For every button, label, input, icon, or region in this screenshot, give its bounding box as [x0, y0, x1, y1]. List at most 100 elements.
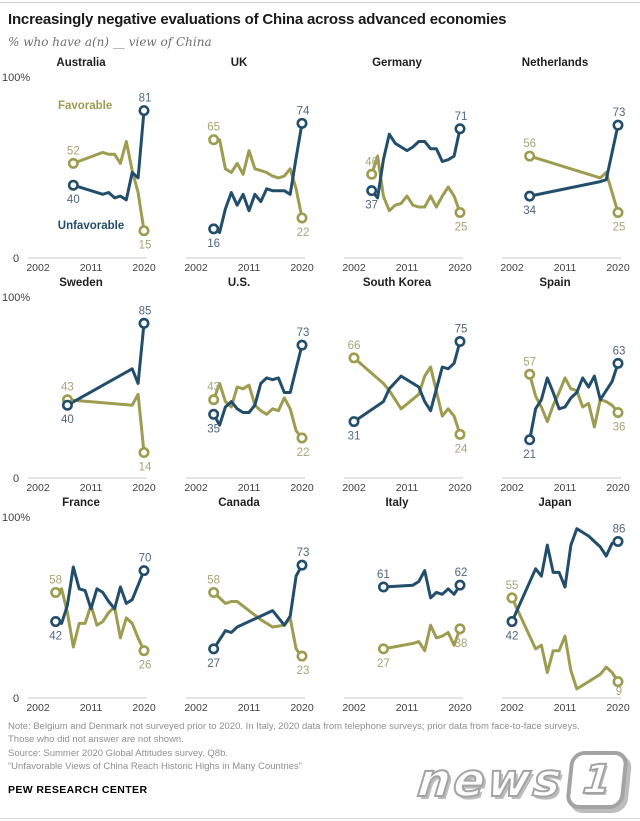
unfavorable-start-marker	[208, 408, 220, 420]
unfavorable-start-value-label: 37	[365, 200, 378, 212]
unfavorable-end-value-label: 73	[297, 327, 310, 339]
panel-country-title: France	[62, 497, 100, 509]
x-tick-label: 2020	[606, 702, 630, 714]
x-tick-label: 2011	[80, 702, 103, 714]
report-title-line: “Unfavorable Views of China Reach Histor…	[8, 760, 302, 772]
news1-badge-icon: 1	[564, 751, 630, 809]
favorable-start-marker	[524, 150, 536, 162]
y-axis-top-label: 100%	[2, 292, 30, 304]
panel-country-title: Germany	[372, 57, 422, 69]
panel-country-title: UK	[230, 57, 248, 69]
chart-footer: Note: Belgium and Denmark not surveyed p…	[0, 714, 640, 796]
bottom-divider	[0, 818, 640, 819]
top-divider	[0, 2, 640, 3]
favorable-start-marker	[366, 168, 378, 180]
unfavorable-start-marker	[61, 399, 73, 411]
favorable-line	[381, 623, 462, 653]
unfavorable-line	[381, 569, 462, 600]
panel-line-chart: 100% 0 2002 2011 2020 52 15 40 81 Favorable Unfavo…	[2, 72, 156, 274]
favorable-start-value-label: 65	[207, 122, 220, 134]
favorable-end-marker	[296, 212, 308, 224]
favorable-start-marker	[506, 592, 518, 604]
chart-subtitle: % who have a(n) __ view of China	[8, 35, 212, 49]
x-tick-label: 2011	[238, 262, 261, 274]
unfavorable-start-marker	[366, 185, 378, 197]
favorable-end-marker	[612, 207, 624, 219]
x-tick-label: 2020	[606, 482, 630, 494]
panel-line-chart: 2002 2011 2020 66 24 31 75	[342, 324, 472, 495]
panel-line-chart: 2002 2011 2020 27 38 61 62	[342, 567, 472, 714]
favorable-end-marker	[612, 676, 624, 688]
y-axis-top-label: 100%	[2, 72, 30, 84]
favorable-start-value-label: 52	[67, 145, 80, 157]
x-tick-label: 2002	[184, 262, 208, 274]
favorable-end-value-label: 24	[455, 443, 468, 455]
unfavorable-start-value-label: 31	[348, 431, 361, 443]
unfavorable-end-value-label: 73	[297, 547, 310, 559]
favorable-end-value-label: 36	[613, 421, 626, 433]
news1-watermark-logo: news 1	[414, 751, 630, 809]
favorable-end-marker	[454, 207, 466, 219]
favorable-end-value-label: 15	[139, 240, 152, 252]
y-axis-bottom-label: 0	[13, 693, 19, 705]
x-tick-label: 2002	[500, 702, 524, 714]
favorable-end-value-label: 22	[297, 227, 310, 239]
unfavorable-line	[370, 127, 462, 200]
x-tick-label: 2011	[396, 482, 419, 494]
chart-panel-spain: Spain 2002 2011 2020 57 36 21 63	[476, 277, 634, 494]
unfavorable-line	[352, 340, 462, 424]
favorable-line	[510, 596, 620, 691]
unfavorable-start-marker	[208, 223, 220, 235]
favorable-start-value-label: 58	[207, 574, 220, 586]
x-tick-label: 2011	[396, 262, 419, 274]
favorable-line	[352, 356, 462, 436]
unfavorable-end-marker	[454, 123, 466, 135]
favorable-start-value-label: 58	[49, 574, 62, 586]
x-tick-label: 2002	[500, 482, 524, 494]
favorable-start-value-label: 43	[61, 382, 74, 394]
x-tick-label: 2020	[132, 482, 156, 494]
unfavorable-end-value-label: 74	[297, 105, 310, 117]
favorable-start-marker	[348, 352, 360, 364]
unfavorable-end-value-label: 86	[613, 523, 626, 535]
panel-line-chart: 100% 0 2002 2011 2020 58 26 42 70	[2, 512, 156, 714]
unfavorable-end-marker	[138, 317, 150, 329]
panel-line-chart: 2002 2011 2020 58 23 27 73	[184, 547, 314, 714]
unfavorable-end-marker	[612, 119, 624, 131]
legend-label-favorable: Favorable	[58, 100, 112, 112]
panel-country-title: Spain	[539, 277, 571, 289]
panel-line-chart: 2002 2011 2020 65 22 16 74	[184, 105, 314, 274]
legend-label-unfavorable: Unfavorable	[58, 220, 124, 232]
favorable-start-value-label: 57	[523, 356, 536, 368]
favorable-end-marker	[454, 623, 466, 635]
chart-panel-south-korea: South Korea 2002 2011 2020 66 24 31 75	[318, 277, 476, 494]
favorable-start-value-label: 55	[506, 580, 519, 592]
unfavorable-end-marker	[612, 357, 624, 369]
x-tick-label: 2002	[500, 262, 524, 274]
unfavorable-start-value-label: 27	[207, 658, 220, 670]
unfavorable-start-marker	[348, 416, 360, 428]
x-tick-label: 2002	[26, 262, 50, 274]
unfavorable-line	[212, 121, 304, 234]
favorable-end-marker	[296, 432, 308, 444]
x-tick-label: 2002	[342, 702, 366, 714]
pew-research-center-brand: PEW RESEARCH CENTER	[8, 784, 148, 797]
favorable-start-marker	[67, 157, 79, 169]
favorable-start-marker	[208, 394, 220, 406]
chart-header: Increasingly negative evaluations of Chi…	[0, 0, 640, 49]
favorable-end-value-label: 26	[139, 660, 152, 672]
unfavorable-line	[65, 321, 146, 407]
x-tick-label: 2011	[238, 482, 261, 494]
favorable-end-value-label: 25	[455, 222, 468, 234]
x-tick-label: 2002	[26, 702, 50, 714]
source-line: Source: Summer 2020 Global Attitudes sur…	[8, 747, 229, 759]
unfavorable-end-value-label: 81	[139, 93, 152, 105]
unfavorable-end-value-label: 70	[139, 553, 152, 565]
chart-panel-italy: Italy 2002 2011 2020 27 38 61 62	[318, 497, 476, 714]
unfavorable-start-value-label: 40	[67, 194, 80, 206]
unfavorable-line	[528, 123, 620, 198]
x-tick-label: 2011	[238, 702, 261, 714]
favorable-end-marker	[296, 650, 308, 662]
x-tick-label: 2020	[448, 702, 472, 714]
unfavorable-line	[212, 343, 304, 427]
